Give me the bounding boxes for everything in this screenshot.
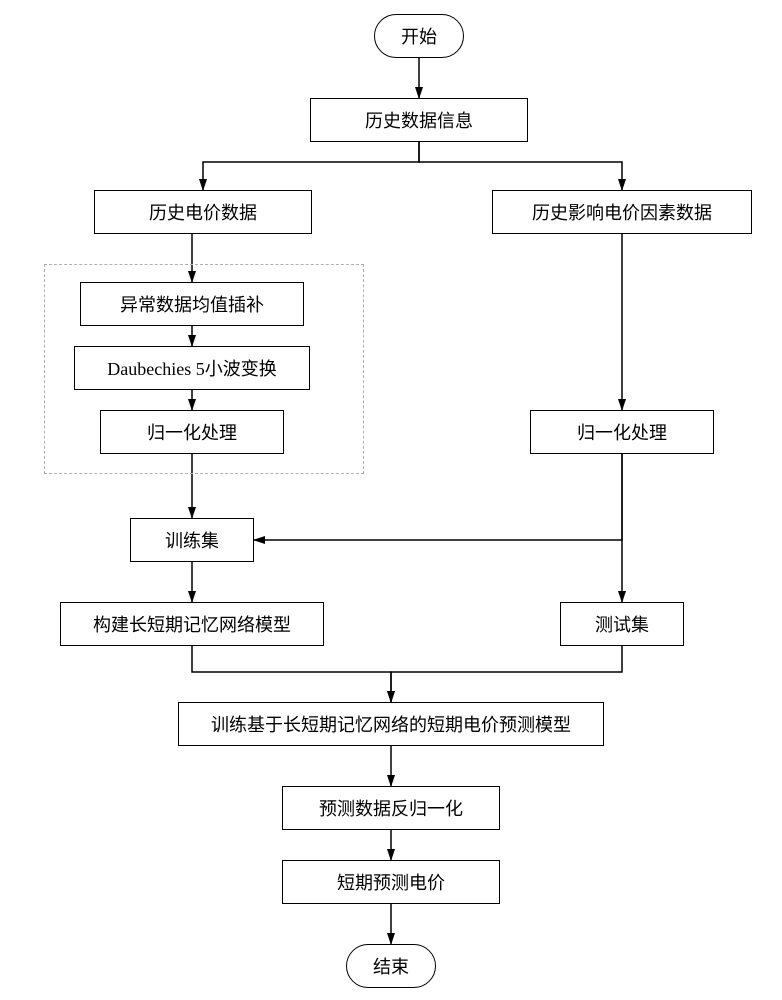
edge — [203, 142, 419, 190]
label: 短期预测电价 — [337, 869, 445, 895]
flowchart-canvas: 开始 历史数据信息 历史电价数据 历史影响电价因素数据 异常数据均值插补 Dau… — [0, 0, 782, 1000]
node-wavelet: Daubechies 5小波变换 — [74, 346, 310, 390]
node-test-set: 测试集 — [560, 602, 684, 646]
node-factor-hist: 历史影响电价因素数据 — [492, 190, 752, 234]
node-price-hist: 历史电价数据 — [94, 190, 312, 234]
label: 历史数据信息 — [365, 107, 473, 133]
edge — [192, 646, 391, 702]
label: 预测数据反归一化 — [319, 795, 463, 821]
node-end: 结束 — [346, 944, 436, 988]
node-history: 历史数据信息 — [310, 98, 528, 142]
label: 开始 — [401, 23, 437, 49]
edge — [419, 142, 622, 190]
node-build-model: 构建长短期记忆网络模型 — [60, 602, 324, 646]
node-predict: 短期预测电价 — [282, 860, 500, 904]
node-start: 开始 — [374, 14, 464, 58]
label: 历史影响电价因素数据 — [532, 199, 712, 225]
label: 结束 — [373, 953, 409, 979]
label: Daubechies 5小波变换 — [107, 355, 276, 381]
node-norm-left: 归一化处理 — [100, 410, 284, 454]
label: 异常数据均值插补 — [120, 291, 264, 317]
node-imputation: 异常数据均值插补 — [80, 282, 304, 326]
label: 历史电价数据 — [149, 199, 257, 225]
label: 训练基于长短期记忆网络的短期电价预测模型 — [211, 711, 571, 737]
node-norm-right: 归一化处理 — [530, 410, 714, 454]
label: 构建长短期记忆网络模型 — [93, 611, 291, 637]
edge — [391, 646, 622, 702]
edges-layer — [0, 0, 782, 1000]
node-train-set: 训练集 — [130, 518, 254, 562]
node-train-model: 训练基于长短期记忆网络的短期电价预测模型 — [178, 702, 604, 746]
label: 测试集 — [595, 611, 649, 637]
label: 训练集 — [165, 527, 219, 553]
label: 归一化处理 — [147, 419, 237, 445]
node-denorm: 预测数据反归一化 — [282, 786, 500, 830]
label: 归一化处理 — [577, 419, 667, 445]
